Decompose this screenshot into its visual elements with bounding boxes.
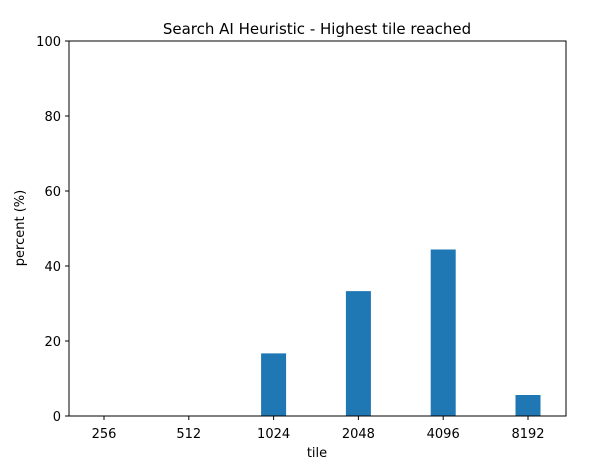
- bars: [261, 249, 541, 417]
- bar-1024: [261, 353, 287, 417]
- x-tick-label-1024: 1024: [257, 427, 290, 442]
- x-axis-label: tile: [307, 446, 327, 461]
- bar-8192: [515, 395, 541, 416]
- y-tick-label-0: 0: [53, 410, 61, 425]
- chart-title: Search AI Heuristic - Highest tile reach…: [163, 20, 471, 38]
- plot-area: [69, 41, 566, 416]
- y-tick-label-100: 100: [36, 35, 61, 50]
- plot-frame: [68, 40, 567, 417]
- x-tick-label-2048: 2048: [342, 427, 375, 442]
- y-tick-label-40: 40: [44, 260, 61, 275]
- y-axis-ticks: 0 20 40 60 80 100: [36, 35, 69, 425]
- x-tick-label-512: 512: [176, 427, 201, 442]
- x-tick-label-8192: 8192: [511, 427, 544, 442]
- bar-4096: [430, 249, 456, 416]
- bar-2048: [345, 291, 371, 417]
- y-tick-label-80: 80: [44, 110, 61, 125]
- x-tick-label-256: 256: [92, 427, 117, 442]
- y-tick-label-20: 20: [44, 335, 61, 350]
- x-axis-ticks: 256 512 1024 2048 4096 8192: [92, 416, 545, 442]
- x-tick-label-4096: 4096: [427, 427, 460, 442]
- y-axis-label: percent (%): [13, 190, 28, 266]
- y-tick-label-60: 60: [44, 185, 61, 200]
